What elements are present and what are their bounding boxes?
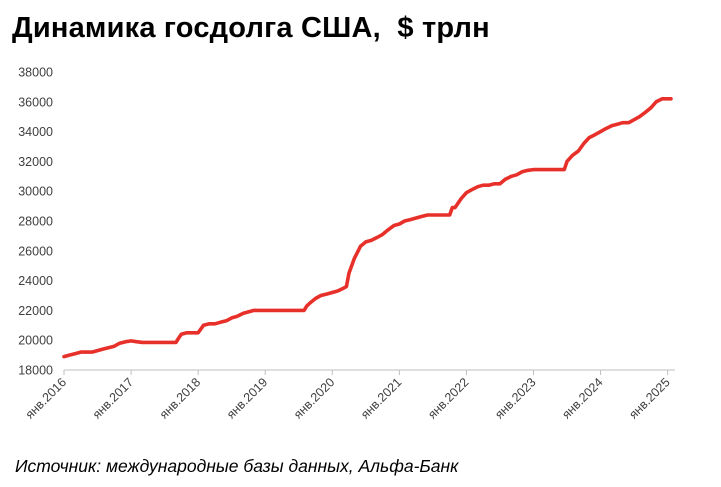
debt-line-series: [62, 97, 673, 359]
y-tick-label: 30000: [18, 185, 53, 199]
y-tick-label: 20000: [18, 334, 53, 348]
y-tick-label: 22000: [18, 304, 53, 318]
y-tick-label: 18000: [18, 364, 53, 378]
y-tick-label: 32000: [18, 155, 53, 169]
y-tick-label: 26000: [18, 244, 53, 258]
x-axis: [63, 369, 675, 375]
y-tick-label: 38000: [18, 66, 53, 80]
x-tick-label: янв.2021: [358, 375, 404, 421]
y-tick-label: 34000: [18, 125, 53, 139]
x-tick-label: янв.2018: [157, 375, 203, 421]
chart-title: Динамика госдолга США, $ трлн: [12, 12, 490, 44]
x-axis-ticks: янв.2016 янв.2017 янв.2018 янв.2019 янв.2020…: [23, 375, 673, 421]
x-tick-label: янв.2023: [492, 375, 538, 421]
x-tick-label: янв.2020: [291, 375, 337, 421]
x-tick-label: янв.2016: [23, 375, 69, 421]
x-tick-label: янв.2017: [90, 375, 136, 421]
y-axis-ticks: 18000 20000 22000 24000 26000 28000 30000 32000…: [18, 66, 53, 378]
x-tick-label: янв.2022: [425, 375, 471, 421]
x-tick-label: янв.2025: [626, 375, 672, 421]
y-tick-label: 36000: [18, 95, 53, 109]
x-tick-label: янв.2019: [224, 375, 270, 421]
source-note: Источник: международные базы данных, Аль…: [15, 456, 459, 476]
y-tick-label: 24000: [18, 274, 53, 288]
x-tick-label: янв.2024: [559, 375, 605, 421]
y-tick-label: 28000: [18, 215, 53, 229]
